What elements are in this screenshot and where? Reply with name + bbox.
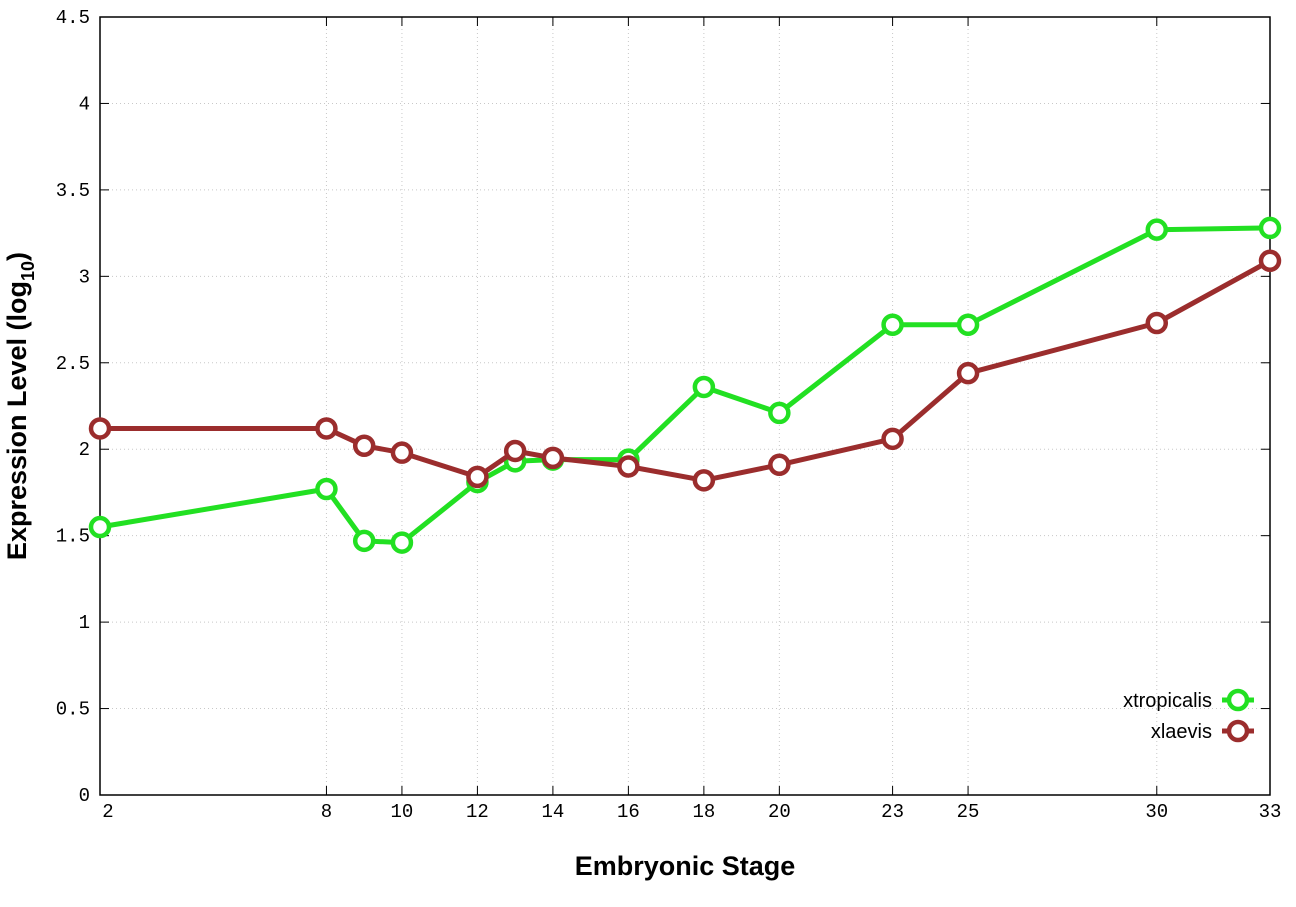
data-point: [956, 361, 980, 385]
x-tick-label: 18: [692, 801, 715, 823]
data-point: [466, 465, 489, 489]
data-point: [768, 401, 791, 425]
data-point: [881, 313, 904, 336]
data-point: [352, 529, 376, 553]
y-tick-label: 1: [79, 612, 90, 634]
y-tick-label: 3: [79, 266, 90, 288]
data-point: [768, 453, 791, 477]
data-point: [352, 434, 376, 458]
data-point: [541, 446, 565, 470]
data-point: [617, 455, 640, 478]
x-tick-label: 16: [617, 801, 640, 823]
legend-label: xtropicalis: [1123, 690, 1212, 712]
x-tick-label: 30: [1145, 801, 1168, 823]
data-point: [315, 477, 338, 501]
legend-swatch-marker: [1226, 688, 1250, 712]
x-tick-label: 8: [321, 801, 332, 823]
data-point: [503, 439, 527, 463]
y-axis-title-close: ): [2, 252, 32, 261]
data-point: [881, 427, 904, 451]
series-line: [100, 258, 1272, 483]
x-tick-label: 2: [102, 801, 113, 823]
y-tick-label: 1.5: [56, 526, 90, 548]
data-point: [1258, 216, 1282, 240]
data-point: [956, 313, 980, 336]
y-axis-title-main: Expression Level (log: [2, 281, 32, 560]
data-point: [315, 417, 338, 440]
data-point: [390, 531, 414, 554]
legend-label: xlaevis: [1151, 721, 1212, 743]
y-tick-label: 3.5: [56, 180, 90, 202]
x-tick-label: 14: [541, 801, 564, 823]
grid: [100, 17, 1270, 795]
data-point: [692, 469, 716, 492]
data-point: [1145, 311, 1169, 335]
plot-frame: [99, 16, 1271, 796]
y-tick-label: 2.5: [56, 353, 90, 375]
data-point: [390, 441, 414, 464]
x-tick-label: 12: [466, 801, 489, 823]
y-tick-label: 4: [79, 93, 90, 115]
legend: xtropicalis xlaevis: [1123, 688, 1254, 743]
y-tick-label: 0: [79, 785, 90, 807]
x-axis-title: Embryonic Stage: [575, 851, 796, 881]
data-point: [692, 375, 716, 399]
y-tick-label: 4.5: [56, 7, 90, 29]
data-point: [1145, 218, 1169, 241]
x-tick-label: 33: [1259, 801, 1282, 823]
series-xlaevis: [88, 249, 1282, 492]
x-tick-label: 20: [768, 801, 791, 823]
y-axis-title-subscript: 10: [18, 261, 38, 281]
data-point: [1258, 249, 1282, 273]
y-tick-label: 2: [79, 439, 90, 461]
x-tick-label: 10: [391, 801, 414, 823]
series-xtropicalis: [88, 216, 1282, 554]
x-tick-label: 25: [957, 801, 980, 823]
data-point: [88, 417, 112, 440]
axis-ticks: 0 0.5 1 1.5 2 2.5 3 3.5 4 4.5 2 8 10 12 14 16 18 20 23 25 30…: [56, 7, 1282, 823]
series-lines: [88, 216, 1282, 554]
x-tick-label: 23: [881, 801, 904, 823]
data-point: [88, 515, 112, 539]
legend-swatch-marker: [1226, 719, 1250, 743]
y-tick-label: 0.5: [56, 699, 90, 721]
y-axis-title: Expression Level (log10): [2, 252, 38, 560]
series-line: [99, 225, 1271, 546]
